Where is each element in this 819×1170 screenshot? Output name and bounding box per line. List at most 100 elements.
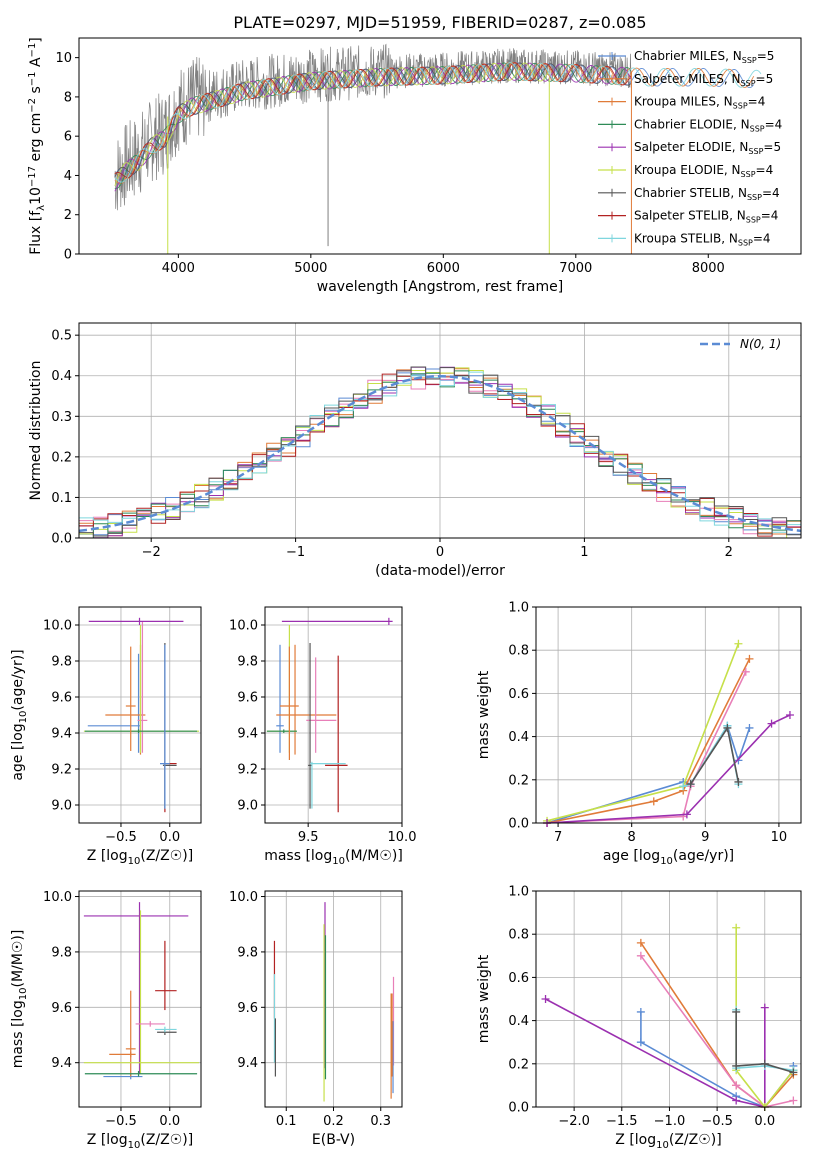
axes-frame — [535, 606, 802, 824]
plot-area — [266, 617, 393, 813]
point-marker — [745, 723, 754, 732]
x-tick-label: 7 — [554, 830, 562, 845]
y-tick-label: 0.0 — [508, 817, 529, 832]
histogram — [79, 371, 801, 533]
y-axis-label: Flux [fλ10−17 erg cm−2 s−1 A−1] — [27, 37, 47, 255]
y-tick-label: 0.6 — [508, 687, 529, 702]
x-tick-label: 10.0 — [388, 830, 417, 845]
x-tick-label: −2 — [142, 545, 161, 560]
y-tick-label: 1.0 — [508, 885, 529, 900]
x-tick-label: 5000 — [294, 261, 327, 276]
y-tick-label: 0.2 — [51, 450, 72, 465]
y-tick-label: 9.2 — [51, 763, 72, 778]
x-tick-label: −0.5 — [105, 830, 137, 845]
y-tick-label: 0.0 — [51, 532, 72, 547]
y-axis-label: Normed distribution — [28, 361, 44, 501]
legend-label: Salpeter ELODIE, NSSP=5 — [634, 140, 781, 156]
panel-mass-vs-ebv: 0.1 0.2 0.3 9.4 9.6 9.8 10.0 E(B-V) — [229, 890, 403, 1148]
x-tick-label: 7000 — [559, 261, 592, 276]
plot-area — [83, 902, 200, 1080]
y-tick-label: 0.5 — [51, 329, 72, 344]
series-line — [546, 714, 791, 824]
y-tick-label: 9.0 — [51, 799, 72, 814]
y-tick-label: 0.6 — [508, 971, 529, 986]
y-tick-label: 0.4 — [508, 1014, 529, 1029]
point-marker — [723, 723, 732, 732]
series-line — [545, 998, 766, 1109]
axes-frame — [535, 890, 802, 1108]
y-tick-label: 9.8 — [237, 945, 258, 960]
y-tick-label: 9.8 — [51, 655, 72, 670]
point-marker — [679, 782, 688, 791]
legend-label: N(0, 1) — [740, 337, 781, 351]
x-tick-label: −1 — [286, 545, 305, 560]
y-tick-label: 10.0 — [43, 619, 72, 634]
point-marker — [760, 1059, 769, 1068]
point-marker — [636, 1007, 645, 1016]
y-tick-label: 0.8 — [508, 928, 529, 943]
point-marker — [767, 719, 776, 728]
legend-label: Salpeter STELIB, NSSP=4 — [634, 209, 778, 225]
x-tick-label: 8000 — [692, 261, 725, 276]
point-marker — [732, 1081, 741, 1090]
legend-label: Chabrier MILES, NSSP=5 — [634, 49, 774, 65]
panel-mass-weight-vs-age: 7 8 9 10 0.0 0.2 0.4 0.6 0.8 1.0 age [log10(age/yr… — [476, 601, 802, 867]
y-tick-label: 9.6 — [51, 1001, 72, 1016]
normal-curve — [78, 374, 802, 533]
point-marker — [760, 1003, 769, 1012]
xlabel-label: mass [log10(M/M☉)] — [264, 848, 403, 867]
y-tick-label: 9.4 — [51, 727, 72, 742]
x-tick-label: −0.5 — [105, 1114, 137, 1129]
model-spectrum — [114, 62, 762, 183]
y-tick-label: 9.6 — [237, 1001, 258, 1016]
xlabel-label: Z [log10(Z/Z☉)] — [87, 848, 193, 867]
series-line — [640, 955, 794, 1108]
plot-area — [114, 43, 762, 254]
point-marker — [785, 711, 794, 719]
legend-label: Kroupa STELIB, NSSP=4 — [634, 231, 771, 247]
legend-label: Kroupa ELODIE, NSSP=4 — [634, 163, 773, 179]
legend-label: Chabrier STELIB, NSSP=4 — [634, 186, 780, 202]
legend: Chabrier MILES, NSSP=5 Salpeter MILES, NS… — [598, 49, 782, 247]
axes-frame — [78, 890, 202, 1108]
point-marker — [649, 797, 658, 806]
axes-frame — [78, 606, 202, 824]
y-tick-label: 10 — [55, 51, 72, 66]
y-tick-label: 9.6 — [237, 691, 258, 706]
series-line — [735, 1012, 794, 1074]
ylabel-label: mass [log10(M/M☉)] — [10, 930, 29, 1069]
plot-area — [78, 366, 802, 539]
panel-age-vs-mass: 9.5 10.0 9.0 9.2 9.4 9.6 9.8 10.0 mass [log10(M/… — [229, 606, 417, 867]
y-tick-label: 10.0 — [229, 619, 258, 634]
xlabel-label: wavelength [Angstrom, rest frame] — [317, 279, 563, 295]
y-tick-label: 0.4 — [51, 369, 72, 384]
y-tick-label: 8 — [64, 90, 72, 105]
point-marker — [541, 995, 550, 1003]
legend-label: Kroupa MILES, NSSP=4 — [634, 95, 765, 111]
point-marker — [789, 1068, 798, 1077]
panel-mass-weight-vs-metallicity: −2.0 −1.5 −1.0 −0.5 0.0 0.0 0.2 0.4 0.6 0.8 1.0 Z [… — [476, 885, 802, 1151]
point-marker — [732, 1007, 741, 1016]
y-tick-label: 1.0 — [508, 601, 529, 616]
y-tick-label: 9.8 — [237, 655, 258, 670]
y-tick-label: 0.3 — [51, 410, 72, 425]
legend-label: Salpeter MILES, NSSP=5 — [634, 72, 773, 88]
y-tick-label: 9.6 — [51, 691, 72, 706]
point-marker — [682, 810, 691, 819]
x-tick-label: 9.5 — [298, 830, 319, 845]
point-marker — [732, 923, 741, 932]
x-tick-label: −0.5 — [701, 1114, 733, 1129]
point-marker — [734, 639, 743, 648]
plot-area — [541, 923, 798, 1111]
xlabel-label: (data-model)/error — [375, 563, 505, 579]
data-spectrum — [114, 43, 632, 211]
x-tick-label: 0 — [436, 545, 444, 560]
point-marker — [636, 938, 645, 947]
point-marker — [734, 777, 743, 786]
histogram — [79, 366, 801, 537]
plot-area — [273, 902, 395, 1102]
plot-area — [543, 639, 794, 827]
x-tick-label: 0.0 — [159, 830, 180, 845]
x-tick-label: −2.0 — [558, 1114, 590, 1129]
